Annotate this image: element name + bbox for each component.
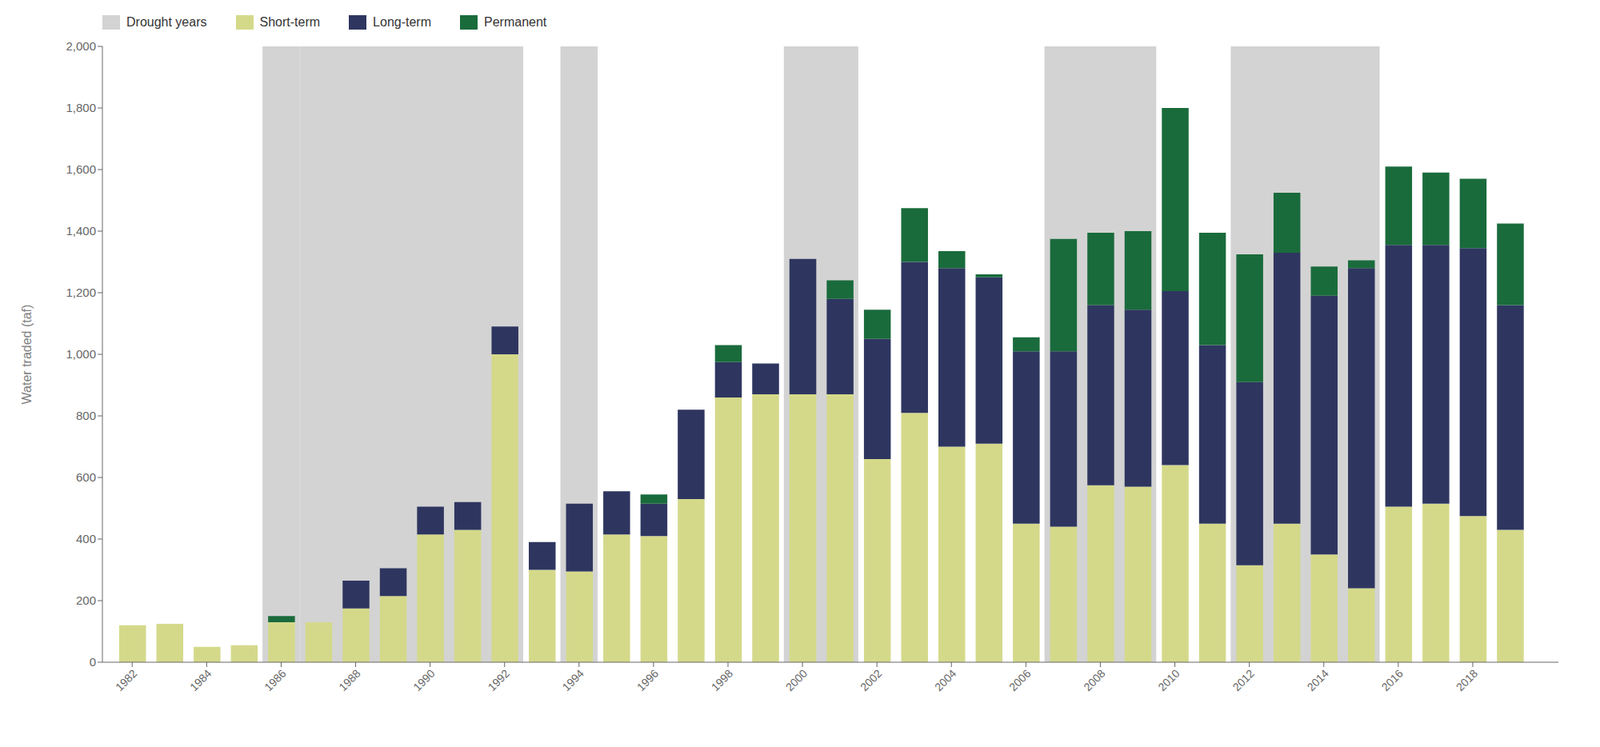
svg-text:2012: 2012 [1229, 667, 1256, 694]
html-text:Drought years: Drought years [126, 15, 207, 29]
svg-text:1,000: 1,000 [65, 347, 96, 361]
svg-text:2006: 2006 [1006, 667, 1033, 694]
svg-text:1982: 1982 [112, 667, 140, 694]
svg-text:1,400: 1,400 [65, 224, 96, 238]
svg-text:1,800: 1,800 [65, 100, 96, 115]
svg-text:Water traded (taf): Water traded (taf) [20, 304, 34, 405]
html-text:Short-term: Short-term [259, 15, 321, 29]
svg-text:800: 800 [76, 408, 96, 423]
svg-text:2010: 2010 [1155, 667, 1182, 694]
svg-text:2018: 2018 [1453, 667, 1480, 694]
svg-text:2008: 2008 [1080, 667, 1108, 694]
svg-text:400: 400 [76, 532, 96, 546]
svg-text:2,000: 2,000 [65, 39, 96, 53]
svg-text:1986: 1986 [261, 667, 288, 694]
svg-text:2004: 2004 [932, 667, 959, 694]
svg-text:2002: 2002 [857, 667, 884, 694]
svg-text:600: 600 [76, 470, 96, 484]
svg-text:1994: 1994 [560, 667, 587, 694]
svg-text:1,200: 1,200 [65, 285, 96, 300]
svg-text:1996: 1996 [634, 667, 661, 694]
svg-text:200: 200 [76, 593, 96, 608]
svg-text:1,600: 1,600 [65, 162, 96, 176]
svg-text:0: 0 [89, 655, 96, 669]
html-text:Permanent: Permanent [484, 15, 547, 29]
svg-text:1998: 1998 [708, 667, 736, 694]
html-text:Long-term: Long-term [372, 15, 432, 29]
svg-text:2016: 2016 [1379, 667, 1406, 694]
svg-text:1988: 1988 [336, 667, 363, 694]
svg-text:1990: 1990 [410, 667, 437, 694]
svg-text:1992: 1992 [485, 667, 512, 694]
svg-text:2000: 2000 [783, 667, 810, 694]
svg-text:1984: 1984 [187, 667, 214, 694]
svg-text:2014: 2014 [1304, 667, 1332, 694]
